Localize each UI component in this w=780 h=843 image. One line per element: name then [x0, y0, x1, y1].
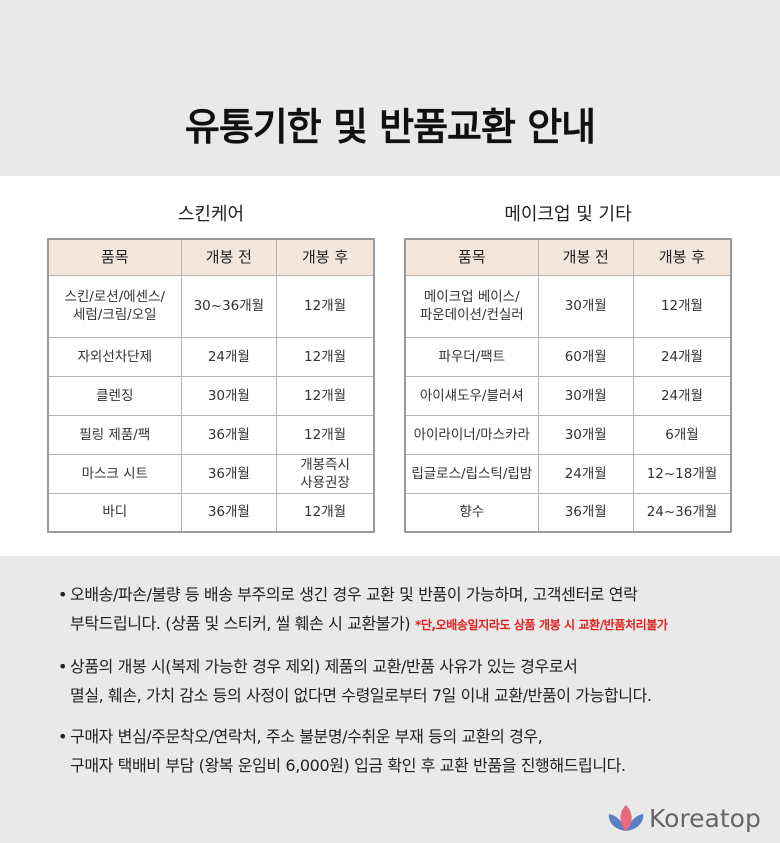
note-item: • 구매자 변심/주문착오/연락처, 주소 불분명/수취운 부재 등의 교환의 경… [58, 722, 758, 780]
table-cell: 12개월 [276, 414, 375, 455]
table-cell: 향수 [404, 492, 539, 533]
table-row: 클렌징 30개월 12개월 [47, 375, 375, 416]
table-cell: 메이크업 베이스/ 파운데이션/컨실러 [404, 274, 539, 338]
column-header: 품목 [404, 238, 539, 276]
table-cell: 12개월 [276, 375, 375, 416]
table-cell: 30개월 [537, 375, 634, 416]
table-row: 립글로스/립스틱/립밤 24개월 12~18개월 [404, 453, 732, 494]
notes-band [0, 556, 780, 843]
note-text: 구매자 택배비 부담 (왕복 운임비 6,000원) 입금 확인 후 교환 반품… [70, 756, 626, 775]
table-cell: 30개월 [537, 274, 634, 338]
table-cell: 자외선차단제 [47, 336, 182, 377]
table-row: 자외선차단제 24개월 12개월 [47, 336, 375, 377]
column-header: 개봉 전 [180, 238, 278, 276]
makeup-heading: 메이크업 및 기타 [504, 204, 632, 225]
table-cell: 24개월 [180, 336, 278, 377]
table-cell: 30개월 [537, 414, 634, 455]
page-title: 유통기한 및 반품교환 안내 [184, 105, 596, 149]
table-cell: 60개월 [537, 336, 634, 377]
makeup-table: 품목 개봉 전 개봉 후 메이크업 베이스/ 파운데이션/컨실러 30개월 12개월 파우더… [404, 238, 732, 533]
table-row: 향수 36개월 24~36개월 [404, 492, 732, 533]
table-cell: 30개월 [180, 375, 278, 416]
table-cell: 36개월 [180, 453, 278, 494]
note-text: 구매자 변심/주문착오/연락처, 주소 불분명/수취운 부재 등의 교환의 경우… [70, 727, 543, 746]
table-cell: 36개월 [180, 414, 278, 455]
table-cell: 6개월 [632, 414, 732, 455]
header-row: 품목 개봉 전 개봉 후 [404, 238, 732, 276]
column-header: 개봉 후 [632, 238, 732, 276]
table-cell: 12~18개월 [632, 453, 732, 494]
table-cell: 아이섀도우/블러셔 [404, 375, 539, 416]
table-cell: 아이라이너/마스카라 [404, 414, 539, 455]
skincare-table: 품목 개봉 전 개봉 후 스킨/로션/에센스/ 세럼/크림/오일 30~36개월 12개월… [47, 238, 375, 533]
table-cell: 30~36개월 [180, 274, 278, 338]
table-cell: 36개월 [180, 492, 278, 533]
table-row: 메이크업 베이스/ 파운데이션/컨실러 30개월 12개월 [404, 274, 732, 338]
table-cell: 파우더/팩트 [404, 336, 539, 377]
table-row: 아이섀도우/블러셔 30개월 24개월 [404, 375, 732, 416]
table-cell: 12개월 [632, 274, 732, 338]
table-cell: 립글로스/립스틱/립밤 [404, 453, 539, 494]
title-band [0, 0, 780, 176]
note-text: 오배송/파손/불량 등 배송 부주의로 생긴 경우 교환 및 반품이 가능하며,… [70, 585, 638, 604]
table-cell: 바디 [47, 492, 182, 533]
note-item: • 오배송/파손/불량 등 배송 부주의로 생긴 경우 교환 및 반품이 가능하며… [58, 580, 758, 640]
table-cell: 24개월 [632, 375, 732, 416]
note-text: 멸실, 훼손, 가치 감소 등의 사정이 없다면 수령일로부터 7일 이내 교환… [70, 686, 652, 705]
table-cell: 스킨/로션/에센스/ 세럼/크림/오일 [47, 274, 182, 338]
table-cell: 24개월 [537, 453, 634, 494]
table-row: 파우더/팩트 60개월 24개월 [404, 336, 732, 377]
table-cell: 필링 제품/팩 [47, 414, 182, 455]
note-item: • 상품의 개봉 시(복제 가능한 경우 제외) 제품의 교환/반품 사유가 있는… [58, 652, 758, 710]
table-cell: 마스크 시트 [47, 453, 182, 494]
table-cell: 12개월 [276, 336, 375, 377]
table-row: 바디 36개월 12개월 [47, 492, 375, 533]
table-cell: 개봉즉시 사용권장 [276, 453, 375, 494]
header-row: 품목 개봉 전 개봉 후 [47, 238, 375, 276]
table-row: 스킨/로션/에센스/ 세럼/크림/오일 30~36개월 12개월 [47, 274, 375, 338]
bullet: • [58, 657, 68, 676]
table-row: 필링 제품/팩 36개월 12개월 [47, 414, 375, 455]
table-cell: 36개월 [537, 492, 634, 533]
table-cell: 24~36개월 [632, 492, 732, 533]
bullet: • [58, 585, 68, 604]
note-text: 부탁드립니다. (상품 및 스티커, 씰 훼손 시 교환불가) [70, 614, 411, 633]
column-header: 개봉 전 [537, 238, 634, 276]
bullet: • [58, 727, 68, 746]
notes-list: • 오배송/파손/불량 등 배송 부주의로 생긴 경우 교환 및 반품이 가능하며… [58, 580, 758, 792]
column-header: 개봉 후 [276, 238, 375, 276]
table-row: 마스크 시트 36개월 개봉즉시 사용권장 [47, 453, 375, 494]
table-row: 아이라이너/마스카라 30개월 6개월 [404, 414, 732, 455]
table-cell: 12개월 [276, 492, 375, 533]
table-cell: 클렌징 [47, 375, 182, 416]
skincare-heading: 스킨케어 [177, 204, 245, 225]
koreatop-logo: Koreatop [607, 803, 761, 833]
warning-text: *단,오배송일지라도 상품 개봉 시 교환/반품처리불가 [414, 618, 668, 632]
note-text: 상품의 개봉 시(복제 가능한 경우 제외) 제품의 교환/반품 사유가 있는 … [70, 657, 578, 676]
lotus-icon [608, 805, 644, 831]
column-header: 품목 [47, 238, 182, 276]
table-cell: 12개월 [276, 274, 375, 338]
logo-text: Koreatop [649, 803, 761, 833]
table-cell: 24개월 [632, 336, 732, 377]
